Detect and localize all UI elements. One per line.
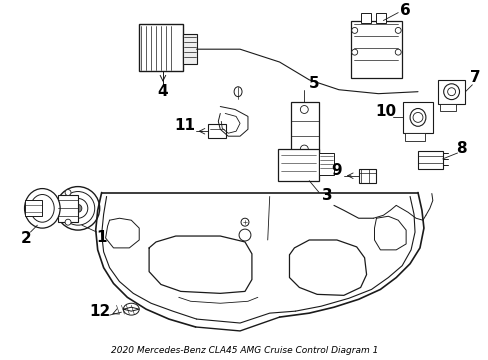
Bar (350, 21, 401, 78)
Text: 7: 7 (469, 70, 480, 85)
Ellipse shape (24, 189, 60, 228)
Bar (183, 34, 196, 64)
Ellipse shape (56, 186, 100, 230)
Text: 5: 5 (308, 76, 319, 91)
Text: 11: 11 (174, 118, 195, 133)
Bar (376, 13, 386, 23)
Ellipse shape (234, 87, 242, 96)
Ellipse shape (68, 198, 88, 218)
Bar (405, 133, 424, 141)
Ellipse shape (74, 204, 81, 212)
Text: 12: 12 (89, 304, 110, 319)
Bar (208, 124, 226, 138)
Text: 9: 9 (331, 163, 342, 178)
Bar (139, 24, 183, 71)
Ellipse shape (409, 108, 425, 126)
Ellipse shape (300, 105, 307, 113)
Ellipse shape (239, 229, 250, 241)
Ellipse shape (447, 88, 455, 96)
Bar (319, 153, 333, 175)
Text: 2020 Mercedes-Benz CLA45 AMG Cruise Control Diagram 1: 2020 Mercedes-Benz CLA45 AMG Cruise Cont… (111, 346, 377, 355)
Bar (360, 13, 370, 23)
Ellipse shape (351, 27, 357, 33)
Ellipse shape (351, 49, 357, 55)
Ellipse shape (394, 27, 400, 33)
Bar (291, 102, 319, 156)
Text: 8: 8 (455, 140, 466, 156)
Bar (358, 169, 376, 183)
Ellipse shape (30, 194, 54, 222)
Ellipse shape (443, 84, 459, 100)
Text: 4: 4 (157, 84, 168, 99)
Bar (417, 151, 442, 169)
Ellipse shape (123, 303, 139, 315)
Ellipse shape (65, 190, 71, 195)
Ellipse shape (61, 192, 95, 225)
Ellipse shape (412, 112, 422, 122)
Ellipse shape (65, 219, 71, 225)
Bar (439, 104, 455, 112)
Ellipse shape (394, 49, 400, 55)
Ellipse shape (241, 218, 248, 226)
Text: 10: 10 (375, 104, 396, 119)
Text: 3: 3 (321, 188, 332, 203)
Bar (58, 194, 78, 222)
Text: 1: 1 (96, 230, 107, 244)
Text: 2: 2 (21, 230, 32, 246)
Text: 6: 6 (399, 3, 410, 18)
Ellipse shape (300, 145, 307, 153)
Bar (402, 102, 432, 133)
Bar (294, 156, 316, 174)
Bar (437, 80, 465, 104)
Bar (24, 201, 42, 216)
Bar (277, 149, 319, 181)
